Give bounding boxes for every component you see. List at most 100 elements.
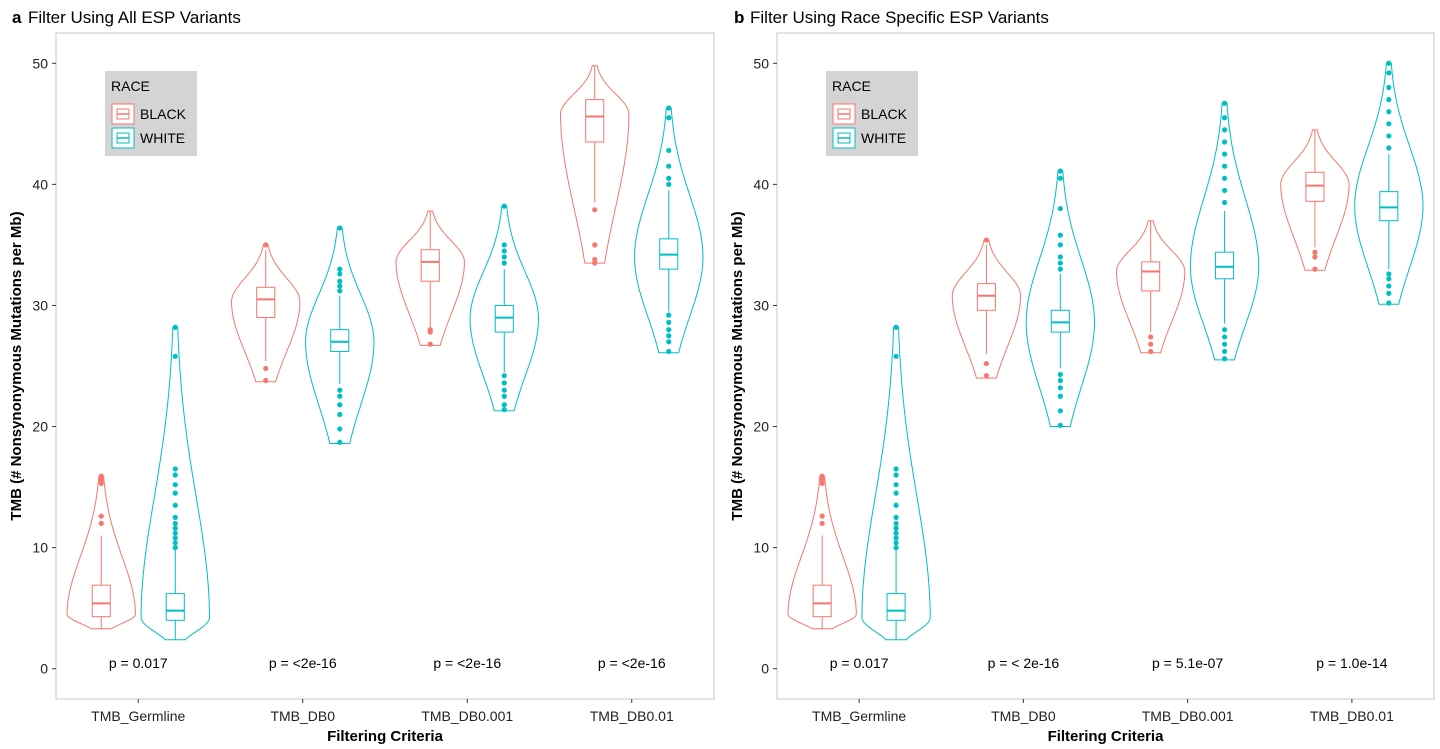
y-tick-label: 30	[753, 297, 769, 313]
outlier-point	[592, 260, 598, 266]
y-tick-label: 50	[753, 55, 769, 71]
outlier-point	[666, 319, 672, 326]
outlier-point	[819, 513, 825, 519]
outlier-point	[98, 477, 104, 483]
outlier-point	[1312, 266, 1318, 272]
violin-group-black	[1116, 220, 1186, 355]
outlier-point	[1221, 199, 1228, 206]
outlier-point	[983, 237, 990, 243]
y-tick-label: 40	[753, 176, 769, 192]
outlier-point	[1312, 249, 1318, 255]
violin-group-white	[1354, 60, 1424, 306]
y-axis-title: TMB (# Nonsynonymous Mutations per Mb)	[729, 211, 746, 520]
violin-group-white	[305, 225, 375, 445]
outlier-point	[501, 402, 507, 408]
legend-key	[111, 103, 135, 125]
outlier-point	[1057, 408, 1063, 414]
outlier-point	[337, 288, 343, 294]
outlier-point	[1221, 187, 1228, 194]
violin-group-white	[469, 203, 539, 413]
p-value-label: p = <2e-16	[598, 655, 666, 671]
outlier-point	[501, 242, 507, 248]
outlier-point	[337, 426, 343, 432]
outlier-point	[172, 502, 178, 508]
outlier-point	[1057, 175, 1063, 181]
legend-label: BLACK	[140, 106, 187, 122]
p-value-label: p = 0.017	[109, 655, 168, 671]
y-axis-title: TMB (# Nonsynonymous Mutations per Mb)	[8, 211, 25, 520]
outlier-point	[337, 402, 343, 408]
outlier-point	[501, 254, 507, 260]
outlier-point	[501, 380, 507, 386]
outlier-point	[666, 147, 672, 154]
outlier-point	[1057, 422, 1063, 428]
outlier-point	[893, 540, 899, 546]
outlier-point	[893, 502, 899, 508]
box-iqr	[1379, 191, 1399, 222]
outlier-point	[1057, 385, 1063, 391]
y-tick-label: 10	[32, 540, 48, 556]
y-tick-label: 20	[753, 419, 769, 435]
outlier-point	[172, 472, 178, 478]
outlier-point	[1221, 151, 1228, 157]
outlier-point	[819, 480, 825, 487]
outlier-point	[337, 271, 343, 277]
x-tick-label: TMB_DB0.01	[1310, 708, 1394, 724]
box-iqr	[494, 304, 514, 333]
outlier-point	[1221, 341, 1228, 347]
x-tick-label: TMB_DB0.001	[1142, 708, 1234, 724]
chart-title: Filter Using Race Specific ESP Variants	[750, 8, 1049, 27]
outlier-point	[819, 520, 825, 527]
violin-shape	[560, 65, 630, 264]
outlier-point	[666, 175, 672, 181]
violin-shape	[1280, 129, 1350, 271]
outlier-point	[98, 520, 104, 527]
outlier-point	[1057, 371, 1063, 378]
legend-title: RACE	[832, 78, 871, 94]
outlier-point	[1386, 84, 1392, 91]
p-value-label: p = 0.017	[830, 655, 889, 671]
box-iqr	[886, 593, 906, 621]
outlier-point	[1221, 127, 1228, 133]
box-iqr	[1050, 309, 1070, 333]
violin-group-white	[1025, 168, 1095, 428]
outlier-point	[592, 256, 598, 263]
outlier-point	[592, 207, 598, 213]
outlier-point	[263, 377, 269, 384]
outlier-point	[666, 327, 672, 333]
outlier-point	[1148, 348, 1154, 355]
outlier-point	[983, 360, 990, 367]
outlier-point	[1221, 163, 1228, 169]
violin-group-black	[787, 473, 857, 630]
violin-group-white	[861, 324, 931, 641]
outlier-point	[501, 260, 507, 266]
box-iqr	[1215, 251, 1235, 280]
y-tick-label: 20	[32, 419, 48, 435]
outlier-point	[1386, 60, 1392, 66]
outlier-point	[1057, 260, 1063, 266]
violin-group-white	[1189, 100, 1260, 362]
violin-group-white	[140, 324, 211, 641]
outlier-point	[1221, 100, 1228, 106]
x-axis-title: Filtering Criteria	[1048, 728, 1165, 745]
outlier-point	[172, 520, 178, 527]
box-iqr	[585, 99, 605, 143]
outlier-point	[666, 163, 672, 169]
p-value-label: p = <2e-16	[269, 655, 337, 671]
chart-title: Filter Using All ESP Variants	[28, 8, 241, 27]
outlier-point	[893, 545, 899, 551]
p-value-label: p = 5.1e-07	[1152, 655, 1223, 671]
y-tick-label: 50	[32, 55, 48, 71]
outlier-point	[501, 203, 507, 209]
outlier-point	[893, 520, 899, 527]
legend-title: RACE	[111, 78, 150, 94]
outlier-point	[666, 339, 672, 345]
outlier-point	[1057, 254, 1063, 260]
box-iqr	[330, 329, 350, 352]
box-iqr	[1305, 171, 1325, 202]
outlier-point	[172, 545, 178, 551]
outlier-point	[172, 525, 178, 531]
outlier-point	[337, 411, 343, 418]
outlier-point	[1221, 348, 1228, 355]
outlier-point	[1221, 175, 1228, 181]
